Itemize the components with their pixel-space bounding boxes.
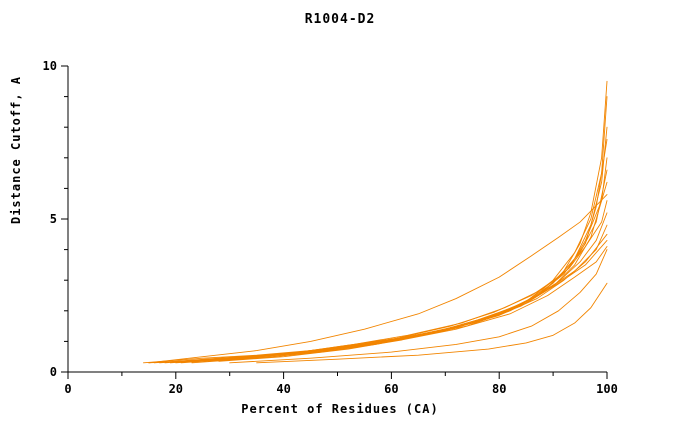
chart-title: R1004-D2 [304, 12, 376, 27]
series-line [143, 80, 608, 364]
series-line [186, 181, 608, 362]
series-line [207, 233, 608, 362]
x-axis-label: Percent of Residues (CA) [241, 402, 439, 416]
series-line [218, 246, 608, 362]
series-line [153, 96, 608, 364]
series-line [148, 194, 608, 364]
series-line [164, 138, 608, 364]
x-tick-label: 80 [492, 382, 506, 396]
x-tick-label: 40 [276, 382, 290, 396]
series-line [159, 169, 608, 364]
y-tick-label: 5 [50, 212, 57, 226]
series-line [229, 249, 608, 364]
y-tick-label: 0 [50, 365, 57, 379]
x-tick-label: 20 [169, 382, 183, 396]
x-tick-label: 60 [384, 382, 398, 396]
series-line [256, 282, 608, 364]
x-tick-label: 0 [64, 382, 71, 396]
y-tick-label: 10 [43, 59, 57, 73]
series-line [148, 126, 608, 364]
series-line [191, 239, 608, 364]
series-line [175, 157, 608, 364]
x-tick-label: 100 [596, 382, 618, 396]
series-line [169, 200, 608, 364]
